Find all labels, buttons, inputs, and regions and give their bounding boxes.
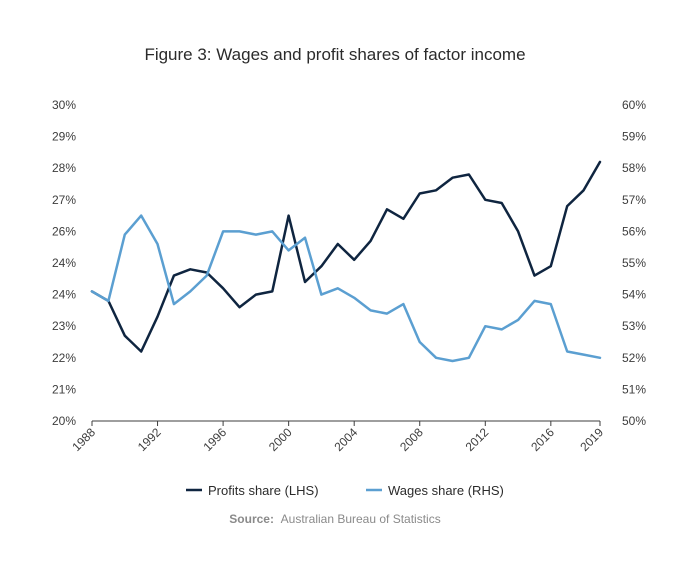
y-right-tick-label: 58% [622, 161, 646, 175]
y-right-tick-label: 56% [622, 224, 646, 238]
x-tick-label: 2016 [528, 425, 557, 454]
legend-item-wages: Wages share (RHS) [366, 483, 504, 498]
x-tick-label: 1988 [69, 425, 98, 454]
source-label: Source: [229, 512, 274, 526]
x-tick-label: 2019 [577, 425, 606, 454]
y-left-tick-label: 23% [52, 319, 76, 333]
x-tick-label: 1992 [135, 425, 164, 454]
y-right-tick-label: 51% [622, 382, 646, 396]
profits-share-line [90, 160, 602, 353]
y-left-tick-label: 20% [52, 414, 76, 428]
legend-label-wages: Wages share (RHS) [388, 483, 504, 498]
y-right-tick-label: 53% [622, 319, 646, 333]
y-right-tick-label: 57% [622, 193, 646, 207]
x-tick-label: 2012 [463, 425, 492, 454]
x-tick-label: 2004 [332, 425, 361, 454]
x-tick-label: 2008 [397, 425, 426, 454]
y-right-tick-label: 54% [622, 288, 646, 302]
x-tick-label: 2000 [266, 425, 295, 454]
y-right-tick-label: 50% [622, 414, 646, 428]
legend: Profits share (LHS) Wages share (RHS) [186, 483, 504, 498]
source-text: Australian Bureau of Statistics [281, 512, 441, 526]
x-tick-label: 1996 [200, 425, 229, 454]
chart-title: Figure 3: Wages and profit shares of fac… [144, 45, 525, 64]
y-left-tick-label: 29% [52, 130, 76, 144]
y-axis-right: 50% 51% 52% 53% 54% 55% 56% 57% 58% 59% 60% [622, 98, 646, 428]
series-layer [90, 160, 602, 363]
legend-label-profits: Profits share (LHS) [208, 483, 319, 498]
y-left-tick-label: 24% [52, 288, 76, 302]
wages-share-line [90, 214, 602, 363]
y-left-tick-label: 22% [52, 351, 76, 365]
y-left-tick-label: 26% [52, 224, 76, 238]
y-left-tick-label: 30% [52, 98, 76, 112]
y-left-tick-label: 21% [52, 382, 76, 396]
y-right-tick-label: 59% [622, 130, 646, 144]
x-axis: 1988 1992 1996 2000 2004 2008 2012 2016 2019 [69, 420, 606, 454]
y-right-tick-label: 60% [622, 98, 646, 112]
legend-item-profits: Profits share (LHS) [186, 483, 319, 498]
y-axis-left: 20% 21% 22% 23% 24% 24% 26% 27% 28% 29% 30% [52, 98, 76, 428]
y-right-tick-label: 55% [622, 256, 646, 270]
y-left-tick-label: 27% [52, 193, 76, 207]
source-note: Source: Australian Bureau of Statistics [229, 512, 440, 526]
y-right-tick-label: 52% [622, 351, 646, 365]
y-left-tick-label: 24% [52, 256, 76, 270]
y-left-tick-label: 28% [52, 161, 76, 175]
